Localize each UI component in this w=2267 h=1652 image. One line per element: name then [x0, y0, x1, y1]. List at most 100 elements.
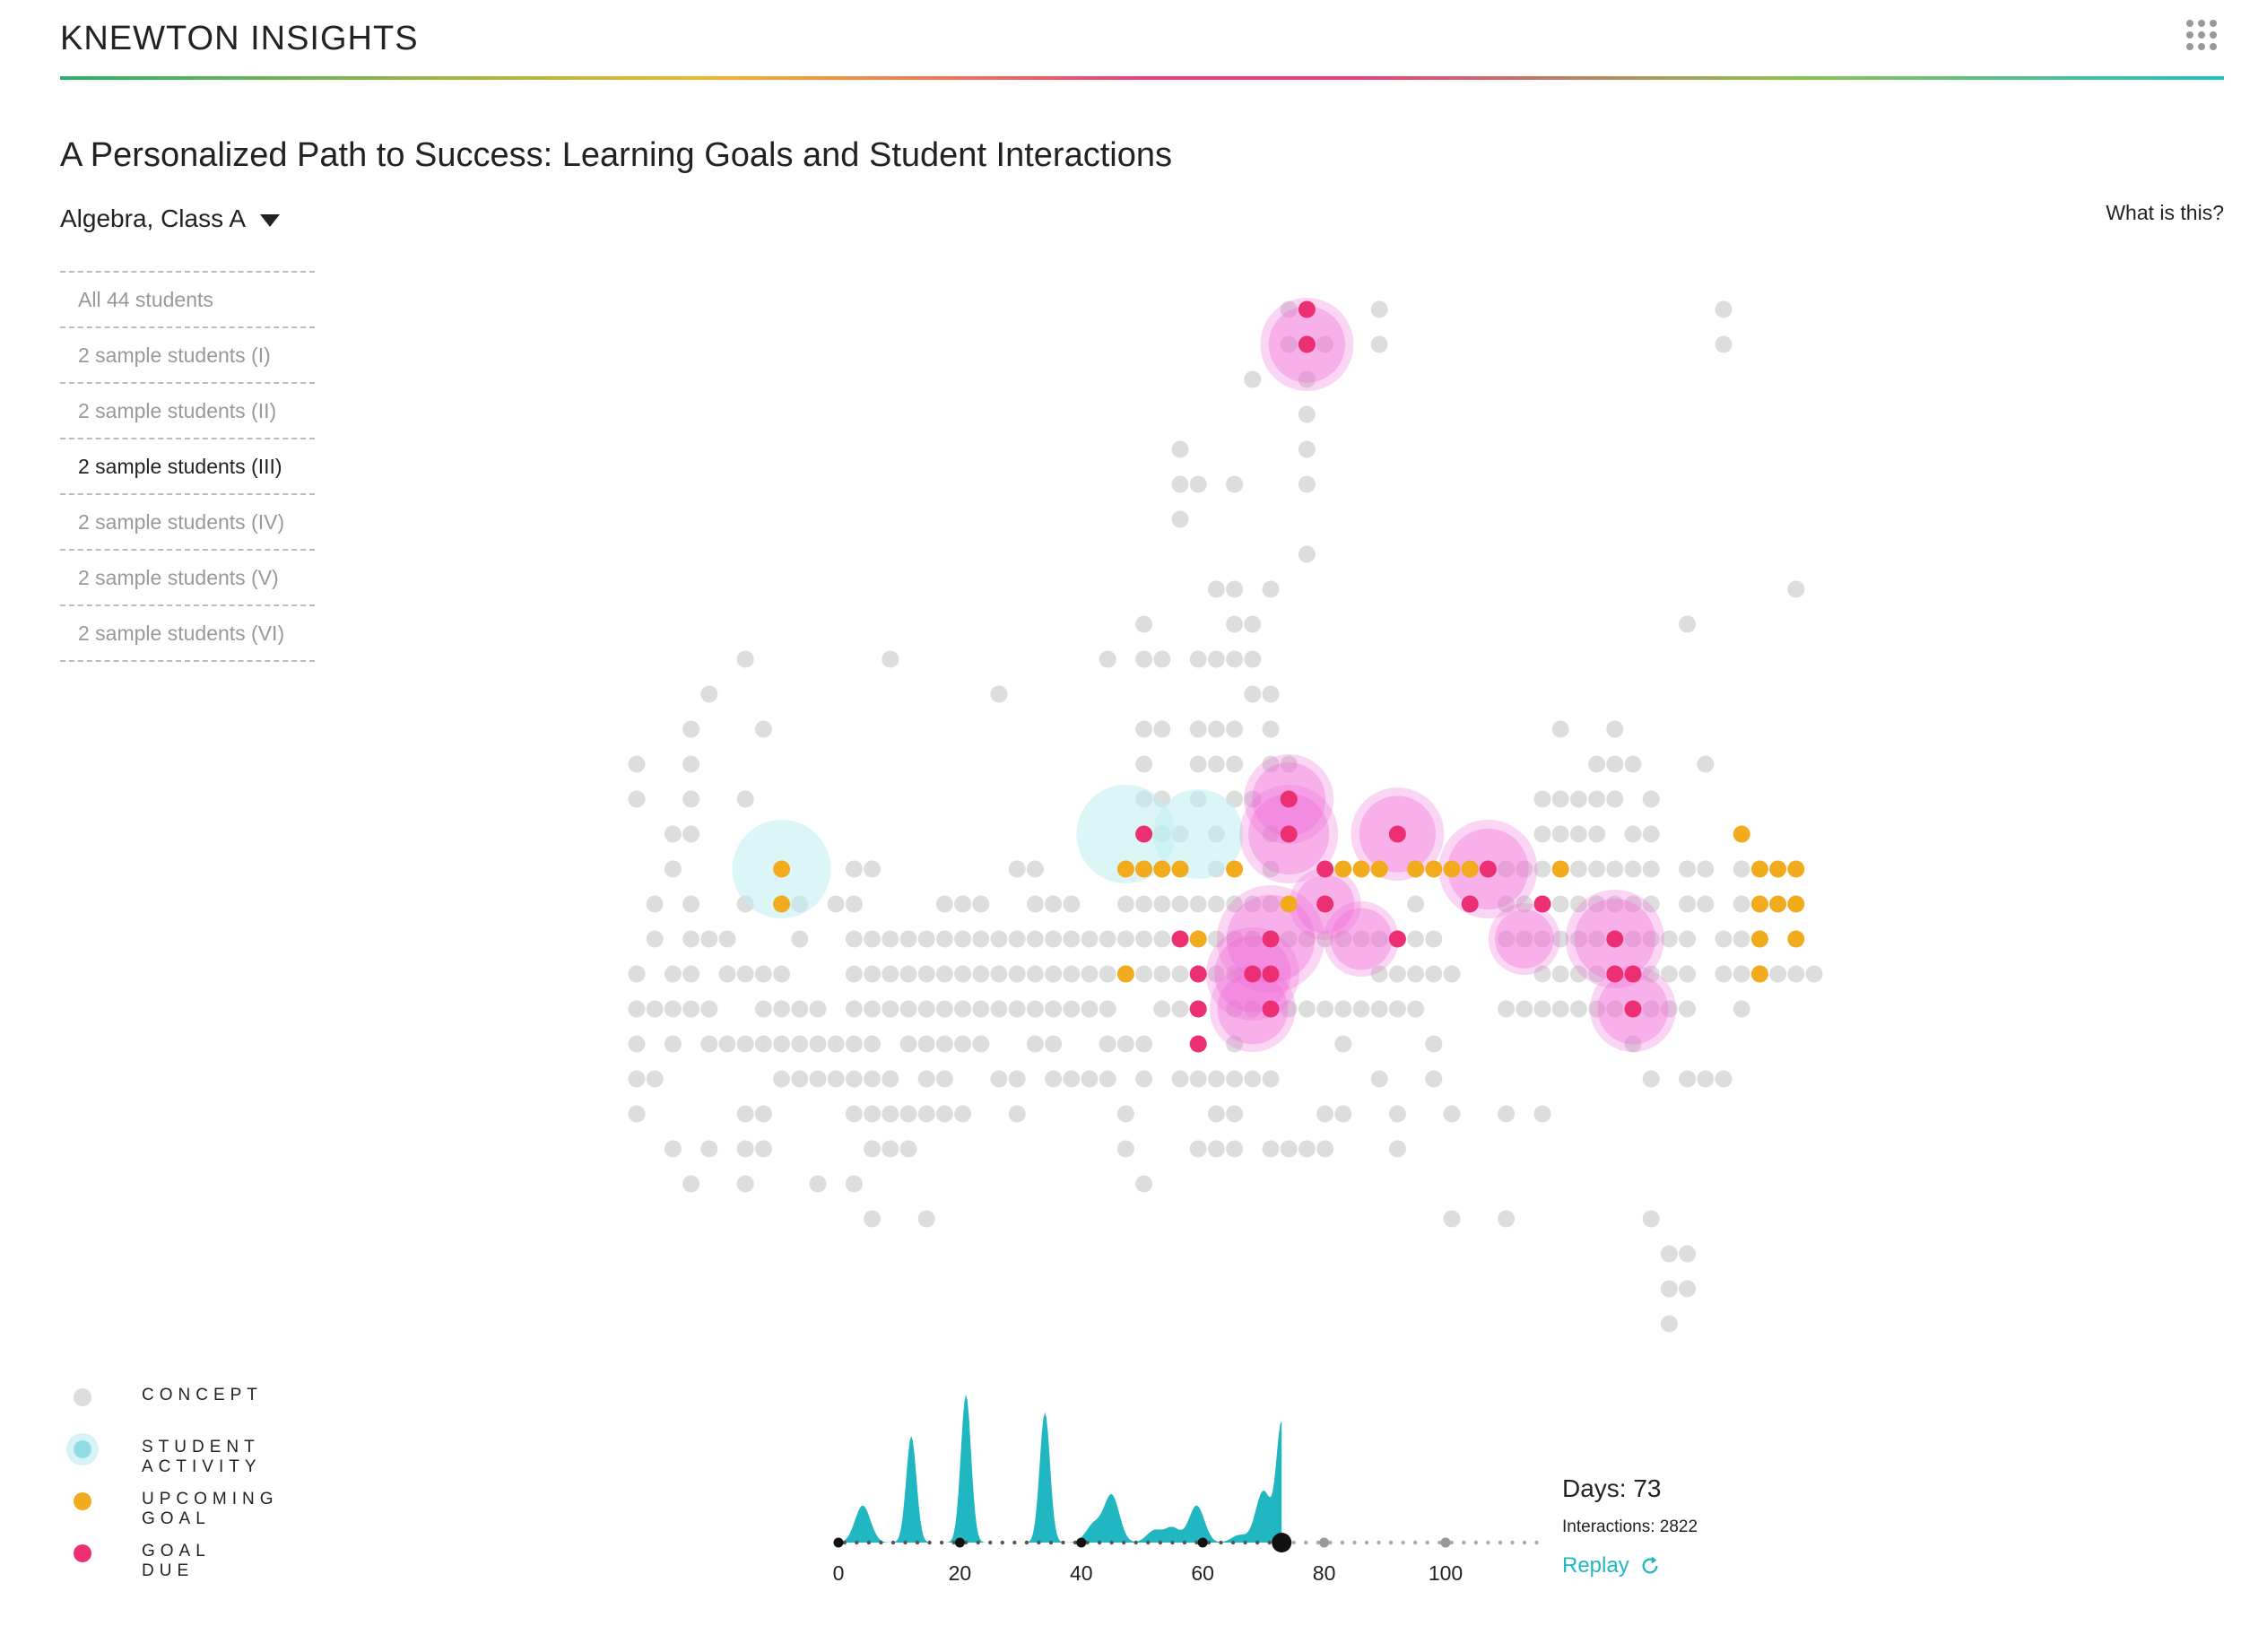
concept-node: [1352, 1000, 1370, 1018]
concept-node: [1679, 965, 1697, 983]
concept-node: [1606, 1000, 1624, 1018]
concept-node: [1008, 930, 1026, 948]
concept-node: [845, 1035, 863, 1053]
timeline-scrubber-handle[interactable]: [1272, 1533, 1292, 1552]
concept-node: [1697, 895, 1715, 913]
timeline-dot: [903, 1540, 908, 1545]
goal-due-node: [1316, 860, 1334, 878]
concept-node: [864, 1105, 882, 1123]
concept-node: [1606, 860, 1624, 878]
replay-button[interactable]: Replay: [1562, 1553, 1698, 1578]
legend-dot-icon: [74, 1544, 91, 1562]
timeline-dot: [1085, 1540, 1090, 1545]
concept-node: [1425, 965, 1443, 983]
concept-node: [954, 895, 972, 913]
concept-node: [864, 965, 882, 983]
concept-node: [1026, 895, 1044, 913]
student-group-item[interactable]: 2 sample students (VI): [60, 606, 315, 662]
concept-node: [1370, 930, 1388, 948]
concept-node: [845, 1175, 863, 1193]
concept-node: [1425, 1070, 1443, 1088]
goal-due-node: [1624, 1000, 1642, 1018]
concept-node: [1099, 965, 1116, 983]
concept-node: [1280, 755, 1298, 773]
goal-halo: [1209, 966, 1296, 1052]
concept-node: [628, 1000, 646, 1018]
concept-node: [791, 930, 809, 948]
concept-node: [899, 965, 917, 983]
timeline-dot: [879, 1540, 883, 1545]
concept-node: [1443, 1105, 1461, 1123]
concept-node: [864, 930, 882, 948]
grid-apps-icon[interactable]: [2186, 20, 2217, 50]
concept-node: [1551, 965, 1569, 983]
concept-node: [1679, 1000, 1697, 1018]
concept-node: [1008, 1070, 1026, 1088]
student-group-item[interactable]: 2 sample students (V): [60, 551, 315, 606]
concept-node: [972, 895, 990, 913]
student-group-item[interactable]: 2 sample students (II): [60, 384, 315, 439]
concept-node: [754, 1000, 772, 1018]
concept-node: [917, 1210, 935, 1228]
concept-node: [1189, 755, 1207, 773]
upcoming-goal-node: [773, 895, 791, 913]
concept-node: [1226, 580, 1244, 598]
timeline-dot: [1401, 1540, 1405, 1545]
student-group-list: All 44 students 2 sample students (I) 2 sa…: [60, 271, 315, 662]
concept-node: [646, 1070, 664, 1088]
timeline-tick-label: 60: [1191, 1561, 1214, 1585]
concept-node: [1407, 895, 1425, 913]
concept-node: [1008, 1000, 1026, 1018]
timeline-dot: [1352, 1540, 1357, 1545]
goal-halo: [1488, 903, 1560, 975]
activity-timeline[interactable]: 0 20 40 60 80 100: [807, 1372, 1560, 1587]
concept-node: [754, 1105, 772, 1123]
upcoming-goal-node: [1787, 895, 1805, 913]
upcoming-goal-node: [1750, 930, 1768, 948]
upcoming-goal-node: [1787, 860, 1805, 878]
upcoming-goal-node: [1334, 860, 1352, 878]
timeline-dot: [1328, 1540, 1333, 1545]
student-group-item[interactable]: 2 sample students (I): [60, 328, 315, 384]
concept-node: [1425, 1035, 1443, 1053]
concept-node: [646, 895, 664, 913]
legend-label: CONCEPT: [142, 1386, 263, 1404]
concept-node: [1153, 965, 1171, 983]
concept-node: [1262, 1070, 1280, 1088]
concept-node: [1045, 1035, 1063, 1053]
upcoming-goal-node: [1551, 860, 1569, 878]
brand-logo: KNEWTON INSIGHTS: [60, 20, 419, 57]
timeline-dot: [855, 1540, 859, 1545]
concept-node: [864, 1070, 882, 1088]
concept-node: [700, 685, 718, 703]
timeline-dot: [1121, 1540, 1126, 1545]
student-activity-halo: [1153, 789, 1244, 879]
concept-node: [1733, 860, 1750, 878]
concept-node: [1045, 965, 1063, 983]
concept-node: [773, 1070, 791, 1088]
concept-node: [1045, 895, 1063, 913]
timeline-tick-label: 80: [1313, 1561, 1336, 1585]
concept-node: [736, 1175, 754, 1193]
concept-node: [1262, 1140, 1280, 1158]
goal-due-node: [1189, 1000, 1207, 1018]
upcoming-goal-node: [1425, 860, 1443, 878]
concept-node: [1551, 1000, 1569, 1018]
student-group-item[interactable]: 2 sample students (IV): [60, 495, 315, 551]
student-group-item[interactable]: All 44 students: [60, 273, 315, 328]
concept-node: [700, 930, 718, 948]
concept-node: [1334, 1035, 1352, 1053]
concept-node: [1244, 370, 1262, 388]
student-group-item[interactable]: 2 sample students (III): [60, 439, 315, 495]
help-link[interactable]: What is this?: [2106, 201, 2224, 224]
concept-node: [1334, 1105, 1352, 1123]
concept-node: [1642, 1210, 1660, 1228]
goal-halo-core: [1330, 908, 1393, 970]
class-selector[interactable]: Algebra, Class A: [60, 204, 280, 233]
concept-map: [628, 298, 1823, 1333]
timeline-dot: [1304, 1540, 1308, 1545]
concept-node: [773, 1035, 791, 1053]
timeline-dot: [1230, 1540, 1236, 1545]
concept-node: [809, 1070, 827, 1088]
goal-due-node: [1388, 825, 1406, 843]
